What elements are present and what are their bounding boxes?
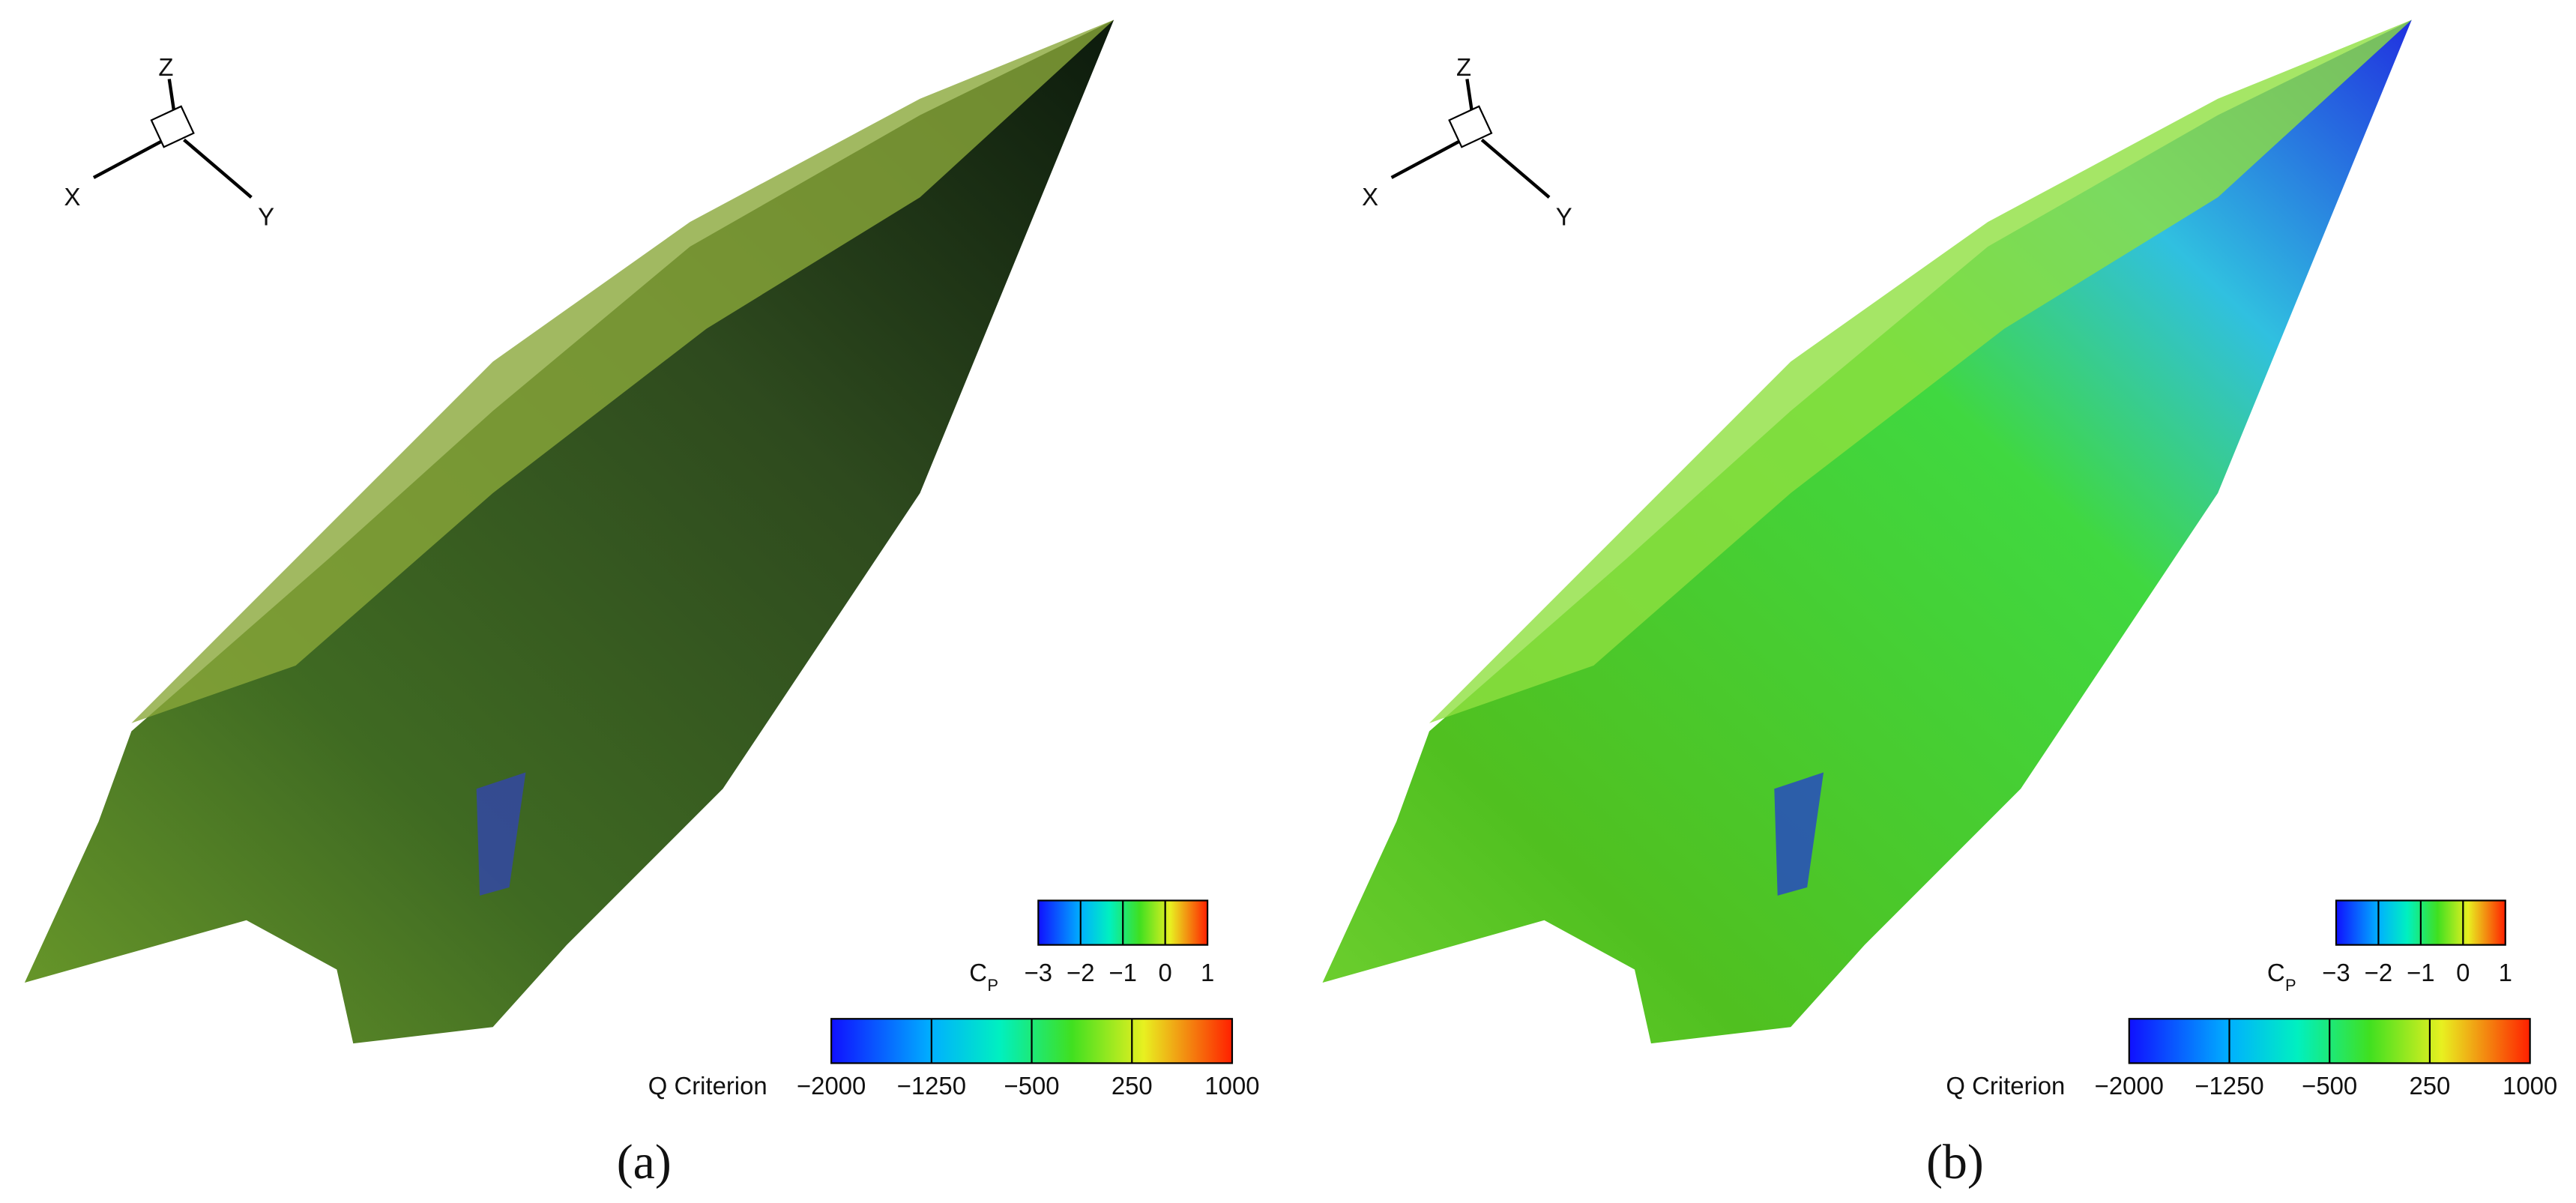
- cp-tick-label: −2: [2365, 959, 2392, 986]
- triad-x: [1390, 138, 1463, 179]
- triad-label: X: [64, 183, 80, 211]
- triad-box: [1448, 105, 1493, 148]
- axis-triad: Z X Y: [1362, 53, 1572, 230]
- cp-tick-label: −3: [1025, 959, 1052, 986]
- triad-label: X: [1362, 183, 1378, 211]
- cp-tick-label: 0: [1159, 959, 1172, 986]
- panel: Z X Y −3 −2 −1 0 1 C P −2000 −1250 −500 250 1000 Q Crit…: [24, 19, 1260, 1190]
- q-tick-label: 250: [1111, 1072, 1153, 1100]
- cp-title: C: [969, 959, 987, 986]
- q-tick-label: −500: [1004, 1072, 1060, 1100]
- vortex-region: [476, 772, 526, 896]
- q-tick-label: −1250: [2195, 1072, 2263, 1100]
- cp-tick-label: 1: [1201, 959, 1214, 986]
- vortex-region: [1774, 772, 1824, 896]
- cp-tick-label: −3: [2322, 959, 2350, 986]
- q-tick-label: −1250: [897, 1072, 966, 1100]
- panel-label: (a): [617, 1135, 672, 1190]
- triad-label: Y: [258, 203, 274, 231]
- cp-subscript: P: [2285, 976, 2296, 995]
- panel-label: (b): [1926, 1135, 1984, 1190]
- cp-tick-label: 0: [2456, 959, 2470, 986]
- axis-triad: Z X Y: [64, 53, 274, 230]
- q-tick-label: −2000: [797, 1072, 866, 1100]
- triad-label: Z: [1456, 53, 1471, 81]
- upper-surface: [1429, 19, 2412, 723]
- triad-x: [92, 138, 166, 179]
- q-tick-label: 1000: [1204, 1072, 1259, 1100]
- wing-surface: [1322, 19, 2412, 1044]
- q-tick-label: −2000: [2095, 1072, 2164, 1100]
- cp-tick-label: −1: [2407, 959, 2434, 986]
- triad-label: Z: [158, 53, 173, 81]
- cp-tick-label: −1: [1108, 959, 1136, 986]
- cp-subscript: P: [987, 976, 998, 995]
- q-tick-label: 1000: [2503, 1072, 2557, 1100]
- triad-box: [150, 105, 195, 148]
- upper-surface: [131, 19, 1114, 723]
- cp-tick-label: 1: [2499, 959, 2512, 986]
- cp-tick-label: −2: [1067, 959, 1094, 986]
- q-tick-label: 250: [2410, 1072, 2451, 1100]
- triad-y: [1480, 138, 1551, 199]
- panel: Z X Y −3 −2 −1 0 1 C P −2000 −1250 −500 250 1000 Q Crit…: [1322, 19, 2557, 1190]
- q-title: Q Criterion: [1946, 1072, 2065, 1100]
- triad-y: [183, 138, 253, 199]
- q-title: Q Criterion: [648, 1072, 767, 1100]
- q-tick-label: −500: [2302, 1072, 2357, 1100]
- wing-surface: [24, 19, 1114, 1044]
- cp-title: C: [2267, 959, 2285, 986]
- triad-label: Y: [1556, 203, 1572, 231]
